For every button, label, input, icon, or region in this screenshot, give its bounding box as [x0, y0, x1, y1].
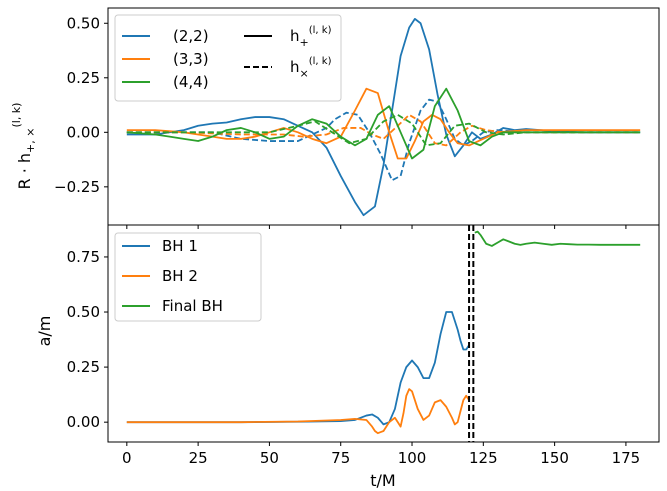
- legend-label-bh1: BH 1: [162, 237, 198, 255]
- bottom-series-BH1-0: [126, 311, 470, 426]
- bottom-y-ticks: 0.00 0.25 0.50 0.75: [67, 248, 108, 431]
- legend-hcross-main: h: [290, 58, 300, 76]
- top-series-44-cross-5: [126, 113, 641, 147]
- bottom-ytick-label-3: 0.75: [67, 248, 100, 266]
- bottom-panel: 0.00 0.25 0.50 0.75 0 25 50 75 100 125 150 175 a/m…: [35, 224, 660, 490]
- top-ylabel-sub: +, ×: [24, 128, 37, 153]
- top-series-33-cross-3: [126, 113, 641, 147]
- bottom-x-ticks: 0 25 50 75 100 125 150 175: [122, 449, 640, 467]
- xtick-label-0: 0: [122, 449, 132, 467]
- legend-hcross-sub: ×: [300, 67, 309, 80]
- top-ylabel-sup: (l, k): [10, 103, 23, 128]
- top-legend: (2,2) (3,3) (4,4) h+(l, k) h×(l, k): [114, 14, 342, 102]
- top-panel: −0.250.000.250.50 R · h+, ×(l, k) (2,2) …: [10, 7, 660, 229]
- bottom-legend-box: [114, 232, 262, 322]
- top-plot-area: [107, 7, 660, 229]
- bottom-ytick-label-1: 0.25: [67, 358, 100, 376]
- bottom-series-FinalBH-2: [474, 230, 641, 247]
- top-ylabel-main: R · h: [15, 153, 34, 190]
- bottom-ytick-label-0: 0.00: [67, 413, 100, 431]
- xtick-label-2: 50: [260, 449, 279, 467]
- bottom-plot-area: [107, 224, 660, 446]
- legend-label-hplus: h+(l, k): [290, 25, 332, 49]
- top-ytick-label-3: 0.50: [67, 14, 100, 32]
- xtick-label-3: 75: [331, 449, 350, 467]
- legend-hcross-sup: (l, k): [309, 56, 332, 67]
- xtick-label-6: 150: [540, 449, 569, 467]
- top-ytick-label-0: −0.25: [54, 178, 100, 196]
- top-y-ticks: −0.25 0.00 0.25 0.50: [54, 14, 108, 196]
- legend-hplus-sub: +: [300, 36, 309, 49]
- top-y-axis-label: R · h+, ×(l, k): [10, 103, 37, 190]
- legend-label-44: (4,4): [173, 73, 209, 91]
- bottom-y-axis-label: a/m: [35, 316, 54, 347]
- top-ytick-label-2: 0.25: [67, 69, 100, 87]
- top-legend-box: [114, 14, 342, 102]
- top-series-33-plus-2: [126, 87, 641, 160]
- top-ytick-label-1: 0.00: [67, 123, 100, 141]
- xtick-label-1: 25: [189, 449, 208, 467]
- xtick-label-4: 100: [398, 449, 427, 467]
- legend-label-bh2: BH 2: [162, 267, 198, 285]
- legend-hplus-sup: (l, k): [309, 25, 332, 36]
- legend-label-final-bh: Final BH: [162, 297, 223, 315]
- legend-label-hcross: h×(l, k): [290, 56, 332, 80]
- legend-label-22: (2,2): [173, 27, 209, 45]
- bottom-ytick-label-2: 0.50: [67, 303, 100, 321]
- bottom-series-BH2-1: [126, 388, 470, 435]
- xtick-label-5: 125: [469, 449, 498, 467]
- top-series-22-cross-1: [126, 98, 641, 182]
- legend-label-33: (3,3): [173, 50, 209, 68]
- top-y-axis-label-text: R · h+, ×(l, k): [10, 103, 37, 190]
- bottom-legend: BH 1 BH 2 Final BH: [114, 232, 262, 322]
- bottom-axes-frame: [107, 224, 660, 443]
- top-series-44-plus-4: [126, 87, 641, 160]
- legend-hplus-main: h: [290, 27, 300, 45]
- top-series-22-plus-0: [126, 18, 641, 217]
- xtick-label-7: 175: [612, 449, 641, 467]
- x-axis-label: t/M: [370, 471, 395, 490]
